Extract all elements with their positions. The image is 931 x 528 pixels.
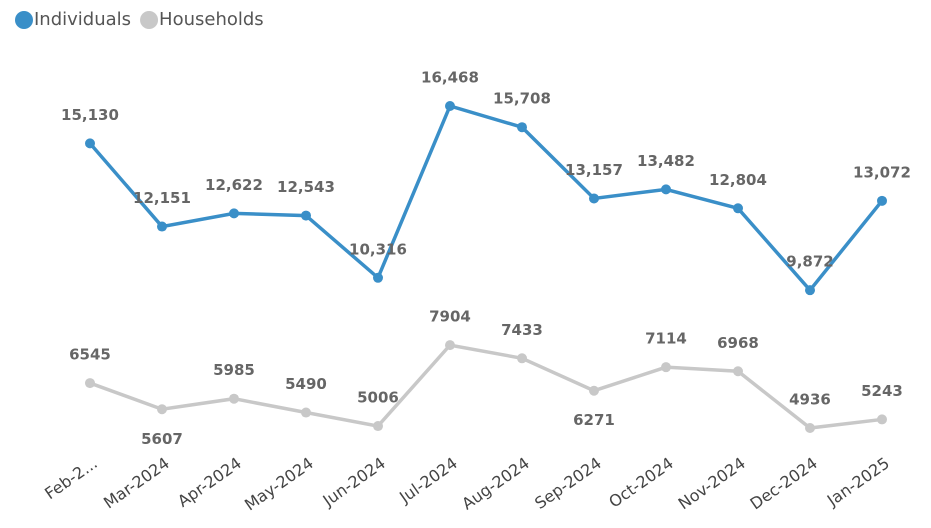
data-label: 6968 xyxy=(717,334,759,352)
legend-marker xyxy=(15,11,33,29)
data-label: 13,482 xyxy=(637,152,695,170)
data-label: 12,543 xyxy=(277,178,335,196)
data-label: 13,157 xyxy=(565,161,623,179)
point xyxy=(877,195,887,206)
point xyxy=(517,122,527,133)
point xyxy=(85,378,95,389)
point xyxy=(85,138,95,149)
data-label: 6271 xyxy=(573,411,615,429)
point xyxy=(517,353,527,364)
point xyxy=(877,414,887,425)
series-line xyxy=(89,343,883,430)
data-label: 7433 xyxy=(501,321,543,339)
data-label: 15,130 xyxy=(61,106,119,124)
point xyxy=(229,208,239,219)
data-label: 5607 xyxy=(141,430,183,448)
point xyxy=(805,423,815,433)
point xyxy=(373,272,383,283)
x-tick-label: Jun-2024 xyxy=(319,453,389,510)
x-tick-label: Oct-2024 xyxy=(605,453,677,511)
data-label: 6545 xyxy=(69,346,111,364)
data-label: 12,151 xyxy=(133,189,191,207)
data-label: 12,622 xyxy=(205,176,263,194)
point xyxy=(589,193,599,204)
point xyxy=(589,385,599,396)
legend-label: Households xyxy=(159,9,264,30)
point xyxy=(445,101,455,111)
data-label: 9,872 xyxy=(786,253,833,271)
x-tick-label: Mar-2024 xyxy=(100,453,173,512)
point xyxy=(661,362,671,373)
point xyxy=(301,210,311,221)
legend-marker xyxy=(140,11,159,29)
data-label: 10,316 xyxy=(349,240,407,258)
data-label: 12,804 xyxy=(709,171,767,189)
point xyxy=(157,221,167,232)
data-label: 7904 xyxy=(429,308,471,326)
point xyxy=(445,340,455,351)
data-label: 5490 xyxy=(285,375,327,393)
point xyxy=(301,407,311,418)
data-label: 13,072 xyxy=(853,163,911,181)
x-tick-label: Feb-2... xyxy=(41,453,101,503)
data-label: 16,468 xyxy=(421,69,479,87)
data-label: 7114 xyxy=(645,330,687,348)
data-label: 4936 xyxy=(789,391,831,409)
x-tick-label: May-2024 xyxy=(241,453,317,514)
x-tick-label: Aug-2024 xyxy=(458,453,533,513)
point xyxy=(805,285,815,296)
data-label: 5985 xyxy=(213,361,255,379)
point xyxy=(373,421,383,432)
point xyxy=(229,393,239,404)
x-tick-label: Apr-2024 xyxy=(174,453,245,511)
data-label: 5243 xyxy=(861,382,903,400)
x-tick-label: Sep-2024 xyxy=(531,453,605,513)
point xyxy=(661,184,671,195)
legend-label: Individuals xyxy=(34,9,131,30)
data-label: 5006 xyxy=(357,389,399,407)
point xyxy=(733,366,743,377)
x-tick-label: Nov-2024 xyxy=(675,453,749,513)
x-tick-label: Jul-2024 xyxy=(395,453,461,507)
series-line xyxy=(88,103,884,293)
x-tick-label: Dec-2024 xyxy=(747,453,821,513)
data-label: 15,708 xyxy=(493,90,551,108)
point xyxy=(157,404,167,415)
point xyxy=(733,203,743,214)
x-tick-label: Jan-2025 xyxy=(823,453,893,510)
